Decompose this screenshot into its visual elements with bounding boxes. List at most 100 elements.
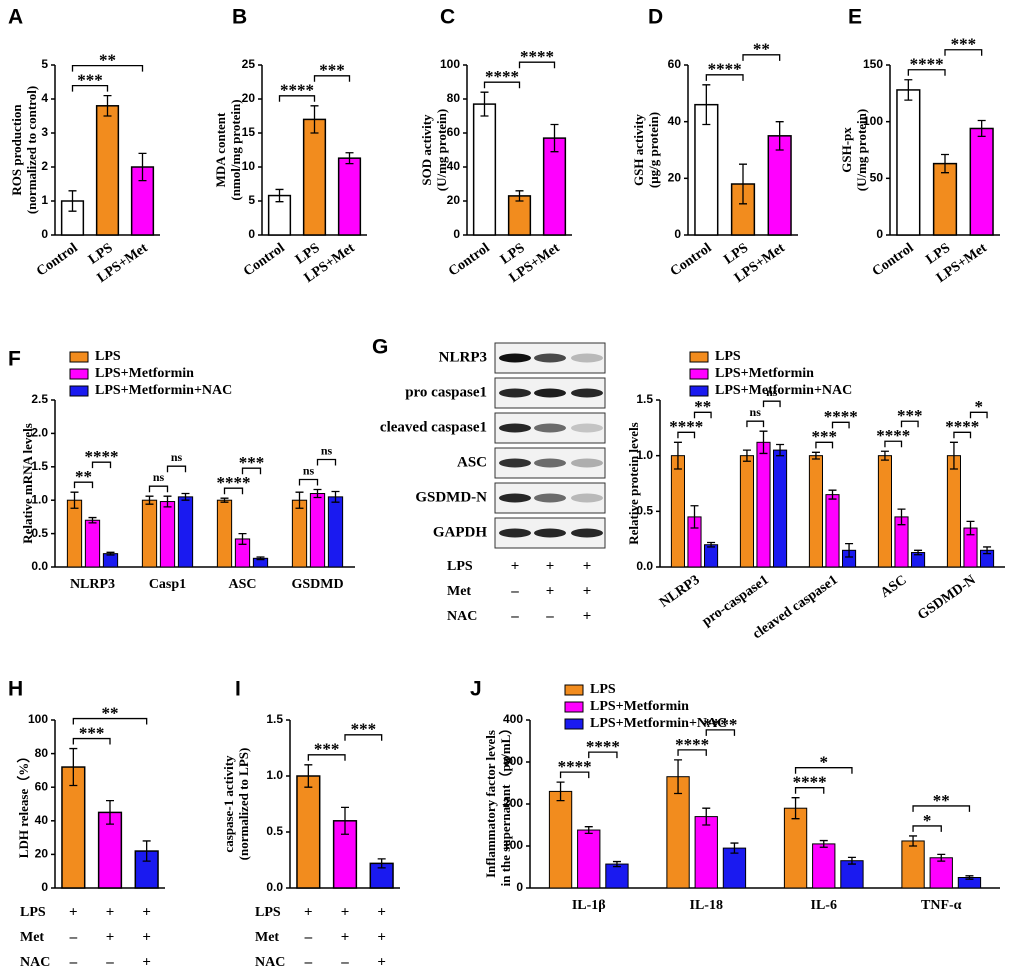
y-tick-label: 0	[453, 227, 460, 241]
y-tick-label: 20	[447, 193, 461, 207]
error-bar	[142, 840, 151, 862]
significance-bracket	[762, 400, 781, 408]
blot-band	[571, 388, 603, 398]
error-bar	[819, 839, 828, 848]
y-axis-label: Relative protein levels	[626, 422, 641, 545]
y-tick-label: 0	[516, 880, 523, 894]
treatment-mark: +	[583, 583, 592, 599]
error-bar	[966, 520, 975, 536]
y-axis-label: GSH activity	[631, 114, 646, 186]
y-axis-label: (normalized to LPS)	[236, 748, 251, 861]
significance-label: ****	[586, 737, 620, 756]
significance-label: ns	[321, 443, 333, 457]
y-tick-label: 50	[870, 171, 884, 185]
y-tick-label: 20	[35, 847, 49, 861]
legend-label: LPS+Metformin	[95, 366, 194, 381]
y-axis-label: (normalized to control)	[24, 86, 39, 214]
error-bar	[220, 497, 229, 503]
legend-swatch	[564, 718, 584, 730]
x-tick-label: Control	[870, 241, 917, 280]
significance-label: *	[820, 753, 829, 772]
treatment-mark: –	[69, 954, 78, 970]
significance-label: ****	[945, 417, 979, 436]
significance-bracket	[953, 431, 972, 439]
error-bar	[941, 153, 949, 174]
legend-label: LPS	[95, 349, 121, 364]
significance-label: **	[694, 397, 711, 416]
error-bar	[845, 542, 854, 558]
treatment-mark: –	[304, 929, 313, 945]
significance-label: ns	[766, 385, 778, 399]
x-tick-label: IL-6	[811, 898, 837, 913]
y-tick-label: 1.0	[266, 768, 283, 782]
x-tick-label: IL-1β	[572, 898, 606, 913]
error-bar	[937, 853, 946, 862]
legend-swatch	[69, 351, 89, 363]
bar	[756, 441, 771, 568]
significance-label: ****	[85, 447, 119, 466]
bar	[812, 843, 836, 889]
y-axis-label: caspase-1 activity	[221, 755, 236, 853]
treatment-label: Met	[447, 584, 471, 599]
error-bar	[103, 94, 112, 117]
significance-bracket	[831, 421, 850, 429]
treatment-label: LPS	[447, 559, 473, 574]
x-tick-label: Control	[241, 241, 288, 280]
significance-bracket	[91, 461, 112, 469]
error-bar	[345, 152, 354, 165]
x-tick-label: Control	[668, 241, 715, 280]
significance-bracket	[969, 411, 988, 419]
legend-label: LPS+Metformin+NAC	[95, 383, 232, 398]
error-bar	[68, 190, 77, 212]
y-tick-label: 40	[447, 159, 461, 173]
x-tick-label: IL-18	[690, 898, 723, 913]
bar	[670, 455, 685, 568]
significance-bracket	[71, 84, 109, 92]
bar	[327, 496, 344, 568]
error-bar	[759, 430, 768, 455]
y-tick-label: 10	[242, 159, 256, 173]
error-bar	[70, 491, 79, 509]
x-tick-label: ASC	[228, 577, 256, 592]
error-bar	[106, 799, 114, 825]
panel-letter: I	[235, 678, 241, 701]
treatment-mark: +	[583, 558, 592, 574]
x-tick-label: GSDMD-N	[915, 573, 978, 624]
bar	[472, 103, 497, 236]
y-axis-label: Inflammatory factor levels	[483, 730, 498, 878]
significance-bracket	[518, 61, 556, 69]
significance-label: ***	[951, 35, 977, 54]
bar	[773, 449, 788, 568]
error-bar	[702, 807, 711, 826]
legend-label: LPS	[715, 349, 741, 364]
significance-label: ns	[750, 405, 762, 419]
y-axis-label: (U/mg protein)	[854, 109, 869, 191]
y-tick-label: 1.5	[31, 459, 48, 473]
y-tick-label: 150	[863, 57, 883, 71]
bar	[159, 501, 176, 568]
x-tick-label: ASC	[878, 573, 910, 601]
bar	[946, 455, 961, 568]
error-bar	[295, 491, 304, 509]
y-tick-label: 0	[248, 227, 255, 241]
significance-label: ***	[77, 71, 103, 90]
significance-label: *	[923, 811, 932, 830]
blot-band	[534, 353, 566, 363]
significance-label: ****	[708, 60, 742, 79]
y-tick-label: 1.0	[636, 448, 653, 462]
panel-letter: F	[8, 348, 21, 371]
panel-letter: D	[648, 6, 663, 29]
treatment-mark: +	[304, 904, 313, 920]
error-bar	[674, 759, 683, 795]
error-bar	[828, 489, 837, 500]
bar	[291, 499, 308, 568]
blot-band	[534, 423, 566, 433]
y-tick-label: 60	[35, 779, 49, 793]
bar	[84, 519, 101, 568]
y-tick-label: 60	[668, 57, 682, 71]
y-tick-label: 0.5	[31, 526, 48, 540]
error-bar	[977, 119, 986, 138]
significance-label: **	[102, 703, 119, 722]
x-tick-label: NLRP3	[657, 573, 703, 611]
error-bar	[983, 546, 992, 555]
